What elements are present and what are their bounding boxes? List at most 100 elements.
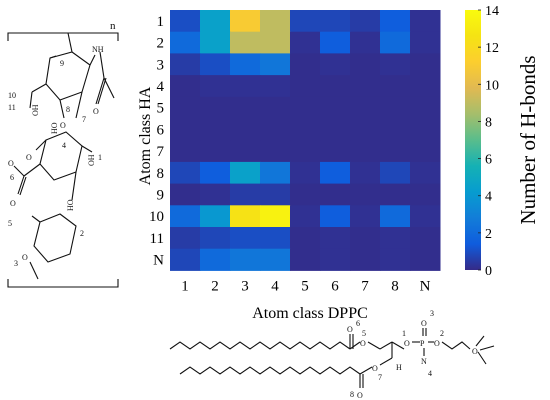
ha-repeat-label: n — [110, 20, 116, 32]
dppc-label-o3: O — [421, 319, 427, 328]
heatmap-cell — [260, 140, 291, 163]
heatmap-cell — [290, 248, 321, 271]
heatmap-cell — [230, 75, 261, 98]
heatmap-cell — [230, 10, 261, 33]
heatmap-cell — [200, 248, 231, 271]
ha-label-oh-top: OH — [31, 104, 40, 116]
heatmap-cell — [350, 75, 381, 98]
heatmap-cell — [380, 161, 411, 185]
heatmap-cell — [230, 31, 261, 54]
x-axis-label: Atom class DPPC — [252, 305, 368, 322]
heatmap-cell — [260, 161, 291, 185]
colorbar-label: Number of H-bonds — [516, 55, 540, 224]
y-tick-label: 7 — [157, 144, 165, 160]
x-tick-label: 3 — [241, 278, 249, 294]
heatmap-cell — [290, 183, 321, 206]
heatmap-cell — [170, 140, 201, 163]
dppc-label-o1: O — [404, 339, 410, 348]
x-tick-label: 4 — [271, 278, 279, 294]
x-tick-label: 1 — [181, 278, 189, 294]
heatmap-cell — [380, 53, 411, 76]
heatmap-cell — [350, 118, 381, 141]
ha-atom-8: 8 — [66, 105, 70, 114]
dppc-atom-2: 2 — [440, 329, 444, 338]
heatmap-cell — [170, 205, 201, 228]
dppc-label-o5: O — [360, 339, 366, 348]
ha-label-ho-1: HO — [50, 122, 59, 134]
heatmap-cell — [410, 227, 441, 250]
colorbar-tick-label: 4 — [485, 190, 492, 205]
heatmap-cell — [350, 31, 381, 54]
heatmap-cell — [290, 161, 321, 185]
heatmap-cell — [260, 248, 291, 271]
heatmap-cell — [350, 248, 381, 271]
heatmap-cell — [410, 248, 441, 271]
heatmap-cell — [320, 205, 351, 228]
heatmap-cell — [260, 75, 291, 98]
ha-label-carboxyl-o2: O — [10, 199, 16, 208]
heatmap-cell — [320, 75, 351, 98]
heatmap-cell — [290, 118, 321, 141]
ha-atom-4: 4 — [62, 141, 66, 150]
heatmap-cell — [200, 96, 231, 119]
x-tick-label: 8 — [391, 278, 399, 294]
heatmap-cell — [380, 183, 411, 206]
heatmap-cell — [350, 161, 381, 185]
ha-bracket-top — [7, 32, 119, 41]
x-tick-label: 7 — [361, 278, 369, 294]
x-tick-label: 6 — [331, 278, 339, 294]
dppc-atom-8: 8 — [350, 390, 354, 399]
dppc-label-h: H — [396, 363, 402, 372]
heatmap-cell — [320, 248, 351, 271]
colorbar-tick-label: 12 — [485, 41, 499, 56]
heatmap-cell — [200, 183, 231, 206]
heatmap-cell — [380, 227, 411, 250]
heatmap-cell — [230, 118, 261, 141]
heatmap-cell — [200, 140, 231, 163]
heatmap-cell — [170, 248, 201, 271]
heatmap-cell — [410, 10, 441, 33]
heatmap-cell — [320, 161, 351, 185]
heatmap-cell — [410, 96, 441, 119]
heatmap-cell — [410, 161, 441, 185]
heatmap-cell — [410, 140, 441, 163]
heatmap-cell — [380, 205, 411, 228]
colorbar-ticks: 0 2 4 6 8 10 12 14 — [478, 4, 499, 279]
heatmap-cell — [170, 31, 201, 54]
heatmap-cell — [260, 96, 291, 119]
heatmap-cell — [320, 31, 351, 54]
ha-atom-5: 5 — [8, 219, 12, 228]
heatmap-cell — [200, 118, 231, 141]
heatmap-cell — [320, 10, 351, 33]
heatmap-cell — [350, 140, 381, 163]
heatmap-cell — [350, 227, 381, 250]
ha-structure: n NH O OH O HO OH O O O — [7, 20, 119, 288]
heatmap-cell — [290, 10, 321, 33]
heatmap-cell — [290, 53, 321, 76]
heatmap-cell — [170, 118, 201, 141]
dppc-atom-4: 4 — [428, 369, 432, 378]
heatmap-cell — [260, 205, 291, 228]
dppc-label-p: P — [420, 339, 425, 348]
dppc-label-o4: N — [421, 357, 427, 366]
heatmap-cell — [290, 31, 321, 54]
heatmap-cell — [230, 248, 261, 271]
heatmap-cell — [350, 96, 381, 119]
heatmap-cell — [320, 227, 351, 250]
heatmap-cell — [380, 10, 411, 33]
ha-label-carboxyl-o1: O — [8, 159, 14, 168]
heatmap-cell — [380, 96, 411, 119]
y-tick-label: 9 — [157, 187, 165, 203]
heatmap-cell — [230, 53, 261, 76]
dppc-atom-6: 6 — [356, 319, 360, 328]
dppc-atom-5: 5 — [362, 329, 366, 338]
ha-atom-2: 2 — [80, 229, 84, 238]
heatmap-cell — [320, 183, 351, 206]
heatmap-cell — [260, 10, 291, 33]
dppc-atom-7: 7 — [378, 373, 382, 382]
heatmap-cell — [170, 183, 201, 206]
y-tick-label: 5 — [157, 101, 165, 117]
heatmap-cell — [200, 10, 231, 33]
heatmap-cell — [350, 183, 381, 206]
